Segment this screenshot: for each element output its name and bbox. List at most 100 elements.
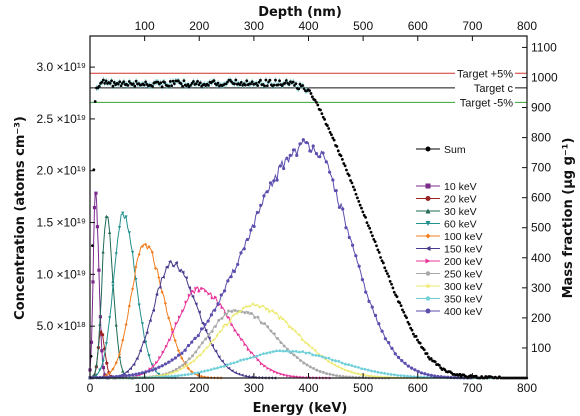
data-point — [209, 313, 214, 317]
reference-label: Target c — [474, 83, 514, 95]
data-point — [127, 231, 131, 235]
y-tick-label: 1.0 ×10¹⁹ — [36, 267, 86, 281]
data-point — [328, 372, 332, 376]
sum-point — [110, 79, 113, 83]
data-point — [339, 366, 344, 371]
data-point — [249, 228, 253, 232]
data-point — [220, 306, 224, 310]
data-point — [197, 345, 201, 349]
data-point — [135, 356, 139, 361]
legend-label: 250 keV — [444, 269, 483, 281]
data-point — [426, 373, 430, 377]
sum-point — [93, 100, 97, 103]
y-tick-label: 2.5 ×10¹⁹ — [36, 112, 86, 126]
data-point — [246, 311, 250, 315]
data-point — [191, 294, 195, 299]
legend-marker — [425, 233, 431, 239]
data-point — [158, 285, 162, 290]
sum-point — [111, 84, 115, 88]
sum-point — [315, 100, 318, 104]
data-point — [436, 374, 440, 379]
data-point — [232, 269, 237, 274]
data-point — [340, 361, 344, 365]
data-point — [291, 148, 296, 152]
data-point — [234, 311, 239, 316]
data-point — [295, 153, 299, 157]
data-point — [327, 356, 331, 360]
sum-point — [328, 131, 332, 134]
sum-point — [234, 78, 238, 82]
data-point — [224, 323, 229, 327]
data-point — [382, 375, 387, 379]
data-point — [207, 292, 211, 296]
legend-marker — [425, 246, 431, 251]
data-point — [160, 364, 164, 368]
sum-point — [182, 79, 186, 83]
data-point — [282, 373, 287, 377]
sum-point — [238, 83, 242, 87]
data-point — [186, 372, 190, 376]
data-point — [298, 359, 303, 362]
data-point — [347, 363, 351, 366]
sum-point — [194, 82, 198, 86]
data-point — [171, 330, 175, 334]
data-point — [318, 370, 322, 373]
data-point — [134, 278, 138, 282]
sum-point — [245, 79, 249, 83]
legend-label: 30 keV — [444, 206, 477, 218]
legend-marker — [425, 183, 431, 189]
legend-marker — [425, 283, 431, 289]
data-point — [334, 374, 339, 378]
data-point — [186, 366, 190, 371]
data-point — [153, 266, 158, 270]
data-point — [325, 372, 329, 375]
data-point — [200, 321, 205, 325]
data-point — [316, 352, 321, 356]
x2-tick-label: 200 — [189, 19, 209, 33]
sum-point — [294, 82, 298, 86]
data-point — [327, 170, 332, 174]
sum-point — [433, 360, 437, 364]
legend-label: 150 keV — [444, 244, 483, 256]
data-point — [243, 311, 247, 315]
data-point — [429, 373, 433, 377]
legend-marker — [425, 258, 431, 264]
data-point — [231, 313, 236, 318]
sum-point — [156, 80, 160, 84]
sum-point — [265, 84, 269, 88]
data-point — [137, 303, 141, 307]
data-point — [173, 356, 177, 360]
sum-point — [390, 282, 393, 286]
y2-tick-label: 300 — [531, 281, 551, 295]
series-line — [89, 329, 117, 379]
data-point — [227, 366, 231, 370]
data-point — [236, 262, 240, 267]
data-point — [180, 351, 184, 355]
data-point — [337, 359, 341, 363]
sum-point — [418, 341, 422, 345]
data-point — [230, 369, 234, 373]
data-point — [288, 153, 292, 157]
data-point — [320, 353, 324, 358]
data-point — [315, 368, 319, 372]
sum-point — [376, 248, 380, 252]
data-point — [140, 322, 145, 326]
sum-point — [360, 206, 363, 210]
data-point — [379, 375, 383, 379]
legend-label: 200 keV — [444, 256, 483, 268]
data-point — [304, 351, 308, 355]
data-point — [314, 353, 318, 357]
data-point — [194, 286, 198, 290]
data-point — [307, 351, 311, 355]
data-point — [245, 357, 249, 361]
data-point — [305, 141, 309, 145]
sum-point — [336, 149, 340, 153]
data-point — [150, 368, 154, 372]
sum-point — [168, 80, 172, 83]
data-point — [433, 374, 437, 378]
sum-point — [343, 164, 347, 168]
data-point — [200, 341, 204, 345]
data-point — [203, 375, 207, 379]
sum-point — [263, 84, 266, 88]
data-point — [131, 373, 135, 377]
